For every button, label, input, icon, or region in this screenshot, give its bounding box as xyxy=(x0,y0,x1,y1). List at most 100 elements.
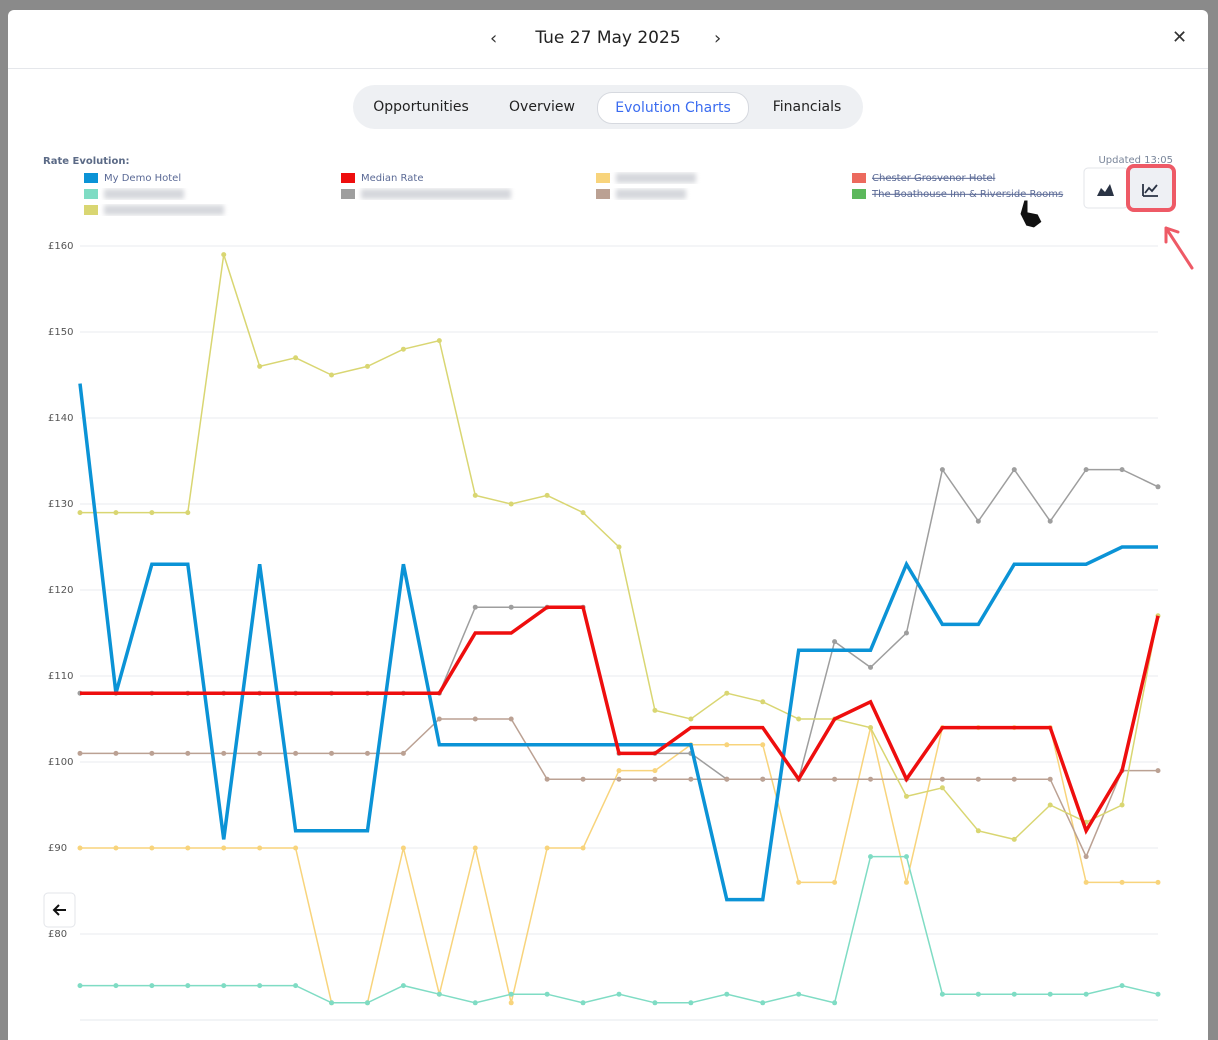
data-point xyxy=(760,699,766,705)
data-point xyxy=(903,630,909,636)
data-point xyxy=(436,716,442,722)
data-point xyxy=(472,492,478,498)
data-point xyxy=(652,776,658,782)
data-point xyxy=(400,750,406,756)
legend-label-redacted xyxy=(361,189,511,199)
data-point xyxy=(1083,854,1089,860)
data-point xyxy=(939,785,945,791)
data-point xyxy=(257,363,263,369)
data-point xyxy=(472,604,478,610)
data-point xyxy=(796,716,802,722)
data-point xyxy=(939,991,945,997)
data-point xyxy=(257,845,263,851)
data-point xyxy=(1119,879,1125,885)
data-point xyxy=(975,776,981,782)
data-point xyxy=(796,879,802,885)
data-point xyxy=(77,845,83,851)
legend-label-redacted xyxy=(616,173,696,183)
data-point xyxy=(544,845,550,851)
legend-item[interactable] xyxy=(84,189,184,199)
tab[interactable]: Opportunities xyxy=(373,99,469,115)
data-point xyxy=(77,983,83,989)
legend-label: My Demo Hotel xyxy=(104,173,181,184)
legend-item[interactable] xyxy=(84,205,224,215)
data-point xyxy=(616,991,622,997)
data-point xyxy=(760,742,766,748)
y-tick-label: £140 xyxy=(48,413,73,424)
data-point xyxy=(616,776,622,782)
data-point xyxy=(580,845,586,851)
data-point xyxy=(293,845,299,851)
legend-swatch xyxy=(341,189,355,199)
y-tick-label: £90 xyxy=(48,843,67,854)
data-point xyxy=(652,768,658,774)
data-point xyxy=(293,750,299,756)
legend-label: Chester Grosvenor Hotel xyxy=(872,173,995,184)
data-point xyxy=(903,793,909,799)
data-point xyxy=(113,845,119,851)
legend-item[interactable]: My Demo Hotel xyxy=(84,173,181,184)
legend-item[interactable] xyxy=(341,189,511,199)
legend-item[interactable]: Median Rate xyxy=(341,173,423,184)
data-point xyxy=(185,983,191,989)
legend-label-redacted xyxy=(104,205,224,215)
series-line xyxy=(80,718,1158,859)
data-point xyxy=(1047,991,1053,997)
data-point xyxy=(472,716,478,722)
data-point xyxy=(903,854,909,860)
y-tick-label: £120 xyxy=(48,585,73,596)
data-point xyxy=(1083,991,1089,997)
legend-swatch xyxy=(84,189,98,199)
data-point xyxy=(975,991,981,997)
data-point xyxy=(1011,836,1017,842)
data-point xyxy=(868,725,874,731)
tab[interactable]: Overview xyxy=(509,99,575,115)
data-point xyxy=(868,776,874,782)
legend-item[interactable] xyxy=(596,189,686,199)
data-point xyxy=(939,776,945,782)
data-point xyxy=(329,372,335,378)
data-point xyxy=(975,518,981,524)
legend-item[interactable]: Chester Grosvenor Hotel xyxy=(852,173,995,184)
next-day[interactable]: › xyxy=(714,28,722,49)
close-button[interactable]: ✕ xyxy=(1172,27,1188,48)
y-tick-label: £100 xyxy=(48,757,73,768)
back-button[interactable] xyxy=(43,892,76,928)
area-chart-button[interactable] xyxy=(1083,167,1129,209)
data-point xyxy=(1119,802,1125,808)
series-line xyxy=(78,383,1158,902)
data-point xyxy=(903,879,909,885)
data-point xyxy=(1011,467,1017,473)
data-point xyxy=(400,845,406,851)
legend-swatch xyxy=(596,173,610,183)
legend-swatch xyxy=(84,205,98,215)
data-point xyxy=(1011,991,1017,997)
line-chart-button[interactable] xyxy=(1126,164,1176,212)
y-tick-label: £80 xyxy=(48,929,67,940)
plot-area: £80 £90 £100 £110 £120 £130 £140 £150 £160 xyxy=(48,241,1161,1021)
data-point xyxy=(293,355,299,361)
data-point xyxy=(508,991,514,997)
data-point xyxy=(616,768,622,774)
legend-label-redacted xyxy=(104,189,184,199)
data-point xyxy=(472,1000,478,1006)
tab[interactable]: Financials xyxy=(772,99,842,115)
data-point xyxy=(544,492,550,498)
data-point xyxy=(688,776,694,782)
data-point xyxy=(149,845,155,851)
data-point xyxy=(400,983,406,989)
series-line xyxy=(80,855,1159,1004)
prev-day[interactable]: ‹ xyxy=(490,28,498,49)
data-point xyxy=(616,544,622,550)
legend-item[interactable]: The Boathouse Inn & Riverside Rooms xyxy=(852,189,1063,200)
data-point xyxy=(221,845,227,851)
legend-swatch xyxy=(84,173,98,183)
data-point xyxy=(1083,467,1089,473)
tab-active[interactable]: Evolution Charts xyxy=(597,92,749,124)
data-point xyxy=(113,750,119,756)
data-point xyxy=(1155,768,1161,774)
data-point xyxy=(257,983,263,989)
legend-item[interactable] xyxy=(596,173,696,183)
data-point xyxy=(185,750,191,756)
legend-swatch xyxy=(596,189,610,199)
